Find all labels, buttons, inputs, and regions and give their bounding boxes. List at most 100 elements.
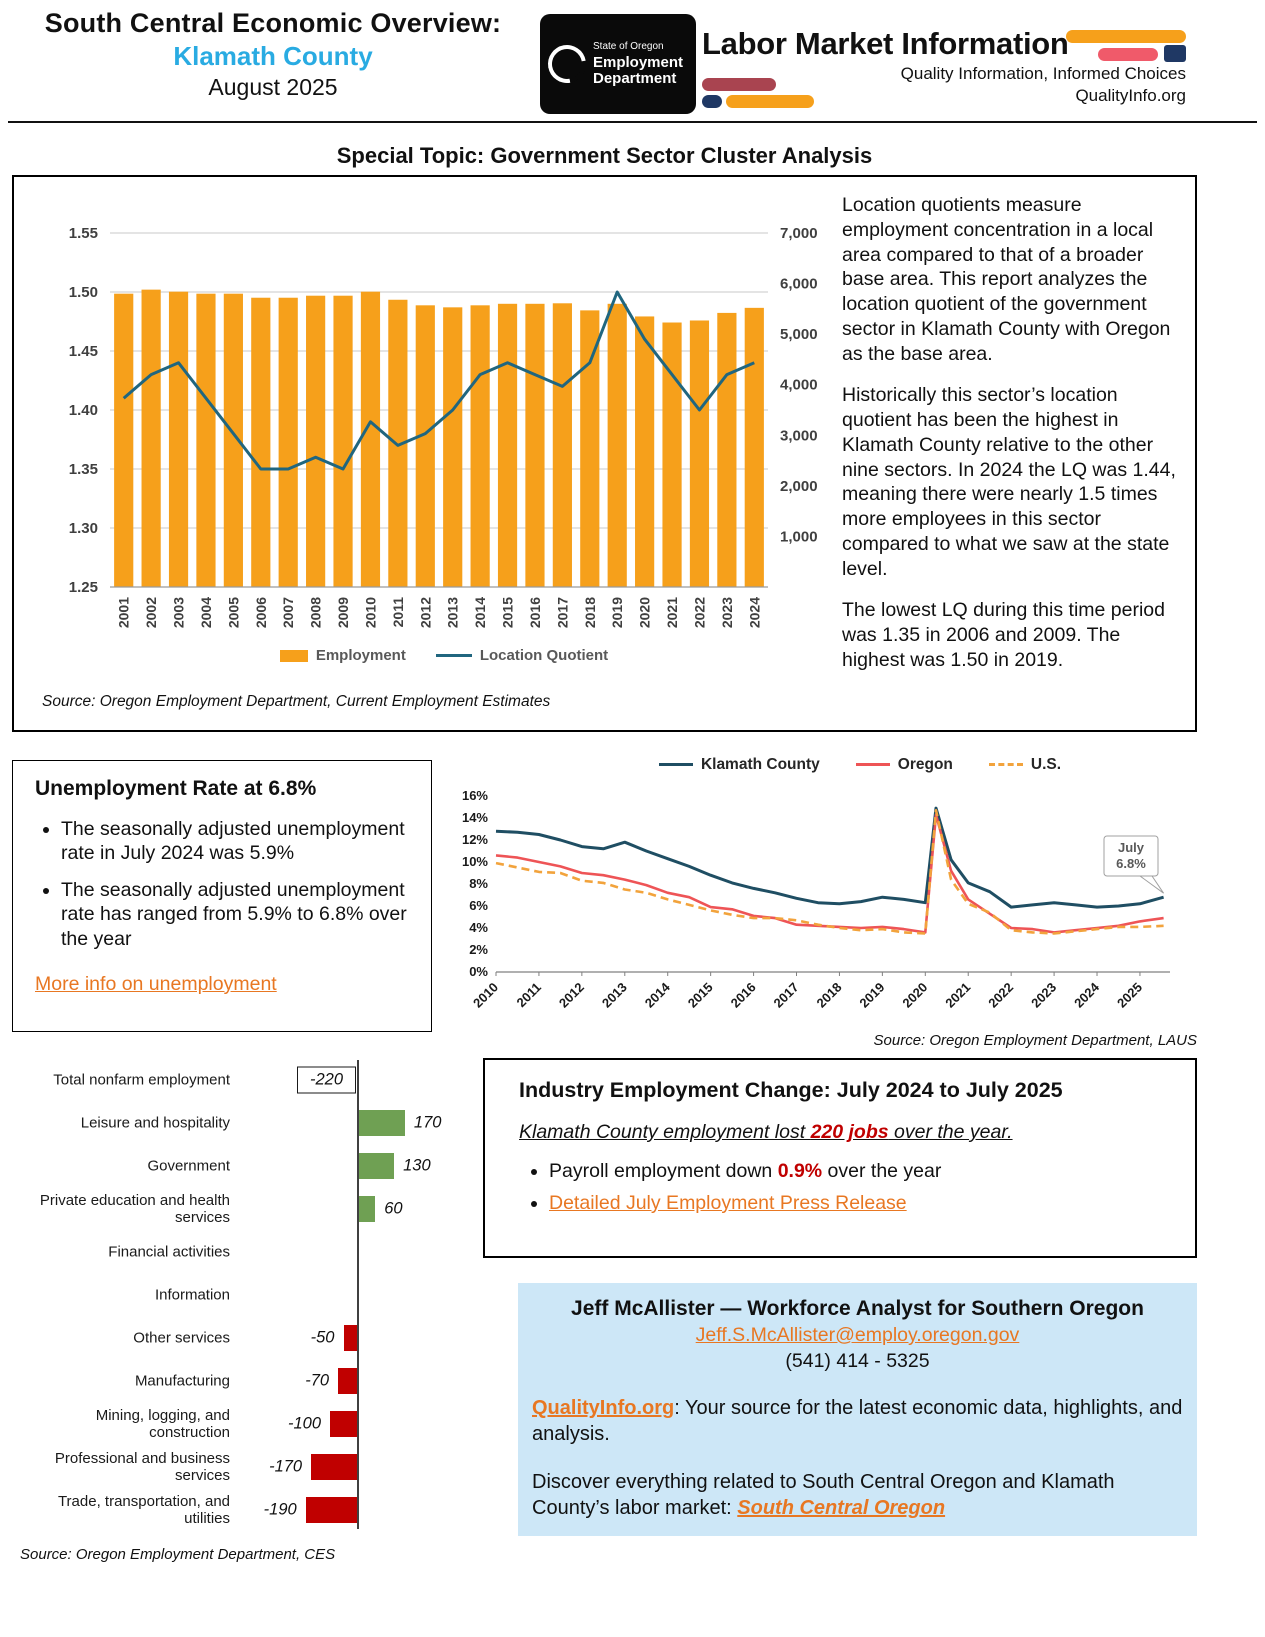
lq-paragraph-2: Historically this sector’s location quot… [842, 384, 1176, 580]
svg-text:4%: 4% [469, 920, 488, 935]
south-central-oregon-link[interactable]: South Central Oregon [737, 1497, 946, 1519]
industry-value: 130 [403, 1156, 431, 1174]
us-legend-label: U.S. [1030, 756, 1062, 773]
header-title-block: South Central Economic Overview: Klamath… [8, 8, 538, 101]
svg-text:10%: 10% [462, 854, 488, 869]
industry-bar-row: Leisure and hospitality 170 [12, 1101, 482, 1144]
svg-text:1.50: 1.50 [69, 284, 98, 301]
decorative-bar-orange [1066, 30, 1186, 43]
payroll-bullet: Payroll employment down 0.9% over the ye… [549, 1160, 1161, 1183]
industry-bar-row: Professional and business services -170 [12, 1445, 482, 1488]
discover-paragraph: Discover everything related to South Cen… [530, 1469, 1185, 1521]
jobs-lost-highlight: 220 jobs [810, 1121, 889, 1143]
svg-text:1.35: 1.35 [69, 461, 98, 478]
industry-value: -50 [310, 1328, 335, 1346]
svg-text:1,000: 1,000 [780, 528, 818, 545]
industry-bar-row: Mining, logging, and construction -100 [12, 1402, 482, 1445]
oregon-legend-label: Oregon [897, 756, 953, 773]
state-seal-icon [540, 37, 594, 91]
industry-bar [338, 1367, 357, 1394]
klamath-line-swatch [658, 763, 693, 767]
svg-text:2003: 2003 [171, 597, 187, 628]
industry-value: -190 [263, 1500, 297, 1518]
svg-text:2001: 2001 [116, 597, 132, 628]
industry-label: Information [154, 1285, 230, 1303]
industry-change-chart: Total nonfarm employment -220 Leisure and … [12, 1058, 482, 1531]
svg-text:1.45: 1.45 [69, 343, 98, 360]
more-info-unemployment-link[interactable]: More info on unemployment [35, 972, 277, 995]
industry-bar [359, 1152, 395, 1179]
industry-value: 60 [384, 1199, 403, 1217]
svg-text:14%: 14% [462, 810, 488, 825]
svg-text:0%: 0% [469, 964, 488, 979]
analyst-name: Jeff McAllister — Workforce Analyst for … [571, 1297, 1144, 1320]
us-line-swatch [988, 763, 1023, 767]
report-county: Klamath County [173, 41, 373, 71]
industry-label: Government [147, 1156, 230, 1174]
lq-paragraph-1: Location quotients measure employment co… [842, 194, 1171, 365]
lmi-title: Labor Market Information [702, 26, 1069, 61]
industry-bar [359, 1109, 405, 1136]
industry-label: Trade, transportation, and utilities [57, 1492, 230, 1527]
employment-legend-label: Employment [315, 647, 406, 664]
decorative-bar-maroon [702, 78, 776, 91]
decorative-bar-orange-small [726, 95, 814, 108]
contact-box: Jeff McAllister — Workforce Analyst for … [518, 1283, 1197, 1536]
unemployment-summary-box: Unemployment Rate at 6.8% The seasonally… [12, 760, 432, 1032]
svg-text:2,000: 2,000 [780, 478, 818, 495]
svg-text:2012: 2012 [556, 980, 587, 1011]
header-divider [8, 121, 1257, 123]
employment-legend-swatch [279, 649, 308, 662]
logo-text: State of Oregon Employment Department [593, 41, 683, 87]
qualityinfo-text: : Your source for the latest economic da… [532, 1397, 1183, 1445]
industry-label: Mining, logging, and construction [95, 1406, 230, 1441]
svg-text:2023: 2023 [1028, 980, 1059, 1011]
svg-text:1.55: 1.55 [69, 225, 98, 242]
lq-combo-chart: 1.25 1.30 1.35 1.40 1.45 1.50 1.55 1,000 2,000 3,… [69, 225, 818, 628]
industry-value: 170 [413, 1113, 442, 1131]
industry-value: -170 [269, 1457, 303, 1475]
svg-text:2016: 2016 [527, 597, 543, 628]
industry-box-title: Industry Employment Change: July 2024 to… [519, 1078, 1063, 1102]
svg-text:2008: 2008 [308, 597, 324, 628]
svg-text:2024: 2024 [746, 597, 762, 628]
industry-label: Total nonfarm employment [53, 1070, 230, 1088]
press-release-link[interactable]: Detailed July Employment Press Release [549, 1192, 907, 1214]
payroll-post: over the year [822, 1160, 942, 1182]
location-quotient-legend-swatch [435, 654, 472, 657]
industry-label: Financial activities [108, 1242, 230, 1260]
svg-text:2002: 2002 [143, 597, 159, 628]
industry-value: -70 [305, 1371, 330, 1389]
legend-item-klamath: Klamath County [658, 756, 820, 774]
industry-bar [330, 1410, 357, 1437]
industry-value: -100 [287, 1414, 321, 1432]
industry-label: Leisure and hospitality [80, 1113, 230, 1131]
svg-text:2014: 2014 [642, 979, 674, 1011]
oregon-employment-department-logo: State of Oregon Employment Department [540, 14, 696, 114]
qualityinfo-link[interactable]: QualityInfo.org [532, 1397, 675, 1419]
unemployment-bullet-2: The seasonally adjusted unemployment rat… [61, 878, 411, 951]
decorative-bar-pink [1098, 48, 1158, 61]
svg-text:2018: 2018 [814, 980, 845, 1011]
decorative-bar-navy-small [702, 95, 722, 108]
svg-text:8%: 8% [469, 876, 488, 891]
svg-text:3,000: 3,000 [780, 427, 818, 444]
industry-bullets: Payroll employment down 0.9% over the ye… [519, 1160, 1161, 1215]
industry-bar-row: Trade, transportation, and utilities -190 [12, 1488, 482, 1531]
svg-text:2025: 2025 [1114, 980, 1145, 1011]
analyst-email-link[interactable]: Jeff.S.McAllister@employ.oregon.gov [695, 1324, 1020, 1346]
discover-text: Discover everything related to South Cen… [532, 1471, 1115, 1519]
industry-bar-row: Information [12, 1273, 482, 1316]
svg-text:1.25: 1.25 [69, 579, 98, 596]
klamath-legend-label: Klamath County [700, 756, 820, 773]
unemployment-chart-source: Source: Oregon Employment Department, LA… [873, 1032, 1197, 1049]
industry-bar-row: Total nonfarm employment -220 [12, 1058, 482, 1101]
payroll-pre: Payroll employment down [549, 1160, 778, 1182]
svg-text:2004: 2004 [198, 597, 214, 628]
svg-text:2017: 2017 [771, 980, 802, 1011]
svg-text:4,000: 4,000 [780, 377, 818, 394]
special-topic-heading: Special Topic: Government Sector Cluster… [336, 143, 873, 168]
unemployment-rate-chart: 0% 2% 4% 6% 8% 10% 12% 14% 16% 2010 2011 2012 2013 20… [462, 788, 1170, 1011]
legend-item-us: U.S. [988, 756, 1062, 774]
svg-text:2022: 2022 [985, 980, 1016, 1011]
